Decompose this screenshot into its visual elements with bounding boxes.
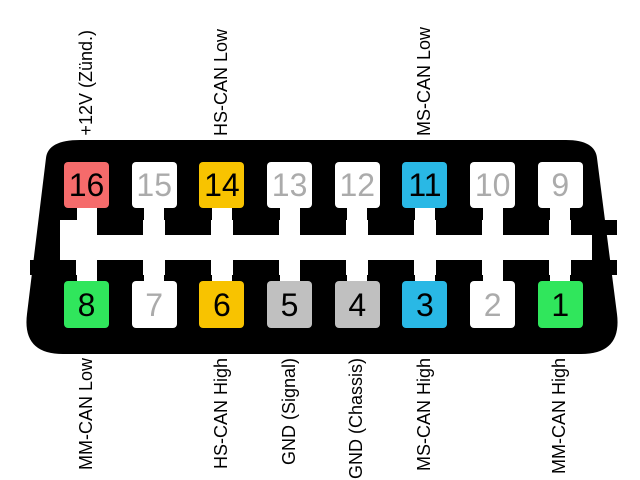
pin-label-5: GND (Signal) [278,358,300,466]
pin-6: 6 [199,281,245,328]
pin-7: 7 [131,281,177,328]
pin-label-3: MS-CAN High [414,358,435,472]
pin-stem-7 [144,273,165,283]
pin-stem-12 [347,206,368,222]
pin-16: 16 [64,162,109,208]
channel-key-tab-top [300,220,347,235]
channel-key-tab-bottom [435,260,482,275]
pin-1: 1 [537,281,583,328]
pin-number: 3 [416,286,434,323]
pin-label-text: MM-CAN Low [75,358,96,471]
pin-label-6: HS-CAN High [210,358,232,470]
pin-4: 4 [334,281,380,328]
pin-number: 5 [280,286,299,323]
pin-number: 11 [408,167,442,203]
pin-label-text: GND (Signal) [278,358,299,466]
pin-label-text: GND (Chassis) [346,358,367,480]
pin-label-text: HS-CAN Low [210,28,231,136]
pin-number: 6 [212,286,231,323]
pin-label-8: MM-CAN Low [75,358,97,471]
pin-9: 9 [537,162,583,208]
pin-label-16: +12V (Zünd.) [75,30,97,136]
pin-label-4: GND (Chassis) [346,358,367,480]
pin-12: 12 [334,162,380,208]
channel-key-tab-bottom [29,260,76,275]
pin-stem-15 [144,206,165,222]
pin-number: 9 [551,167,570,203]
pin-label-11: MS-CAN Low [414,26,435,136]
pin-number: 10 [474,167,511,203]
pin-15: 15 [131,162,177,208]
pin-stem-4 [347,273,368,283]
pin-number: 14 [204,167,240,203]
channel-key-tab-top [368,220,415,235]
channel-key-tab-bottom [232,260,279,275]
pin-label-text: MS-CAN Low [414,26,435,136]
pin-10: 10 [470,162,516,208]
pin-number: 4 [348,286,367,323]
channel-key-tab-top [232,220,279,235]
channel-key-tab-top [435,220,482,235]
pin-stem-3 [414,273,435,283]
pin-8: 8 [64,281,109,328]
pin-label-text: MM-CAN High [549,358,570,475]
channel-key-tab-top [165,220,212,235]
pin-stem-13 [279,206,300,222]
pin-2: 2 [470,281,516,328]
pin-label-1: MM-CAN High [549,358,570,475]
channel-key-tab-top [571,220,618,235]
pin-number: 2 [483,286,502,323]
pin-stem-1 [550,273,571,283]
pin-stem-2 [482,273,503,283]
pin-number: 15 [136,167,172,203]
channel-key-tab-bottom [368,260,415,275]
pin-label-text: HS-CAN High [210,358,231,470]
pin-stem-9 [550,206,571,222]
pin-stem-11 [414,206,435,222]
channel-key-tab-bottom [97,260,144,275]
pin-11: 11 [402,162,448,208]
pin-stem-5 [279,273,300,283]
pin-13: 13 [267,162,313,208]
channel-key-tab-bottom [165,260,212,275]
channel-key-tab-bottom [300,260,347,275]
pin-number: 12 [339,167,376,203]
pin-number: 13 [271,167,308,203]
pin-stem-8 [76,273,97,283]
pin-number: 8 [77,286,96,323]
channel-key-tab-bottom [503,260,550,275]
pin-stem-14 [211,206,232,222]
pin-label-text: MS-CAN High [414,358,435,472]
channel-key-tab-bottom [571,260,618,275]
pin-label-text: +12V (Zünd.) [75,30,96,136]
pin-5: 5 [267,281,313,328]
pin-3: 3 [402,281,448,328]
pin-stem-6 [211,273,232,283]
pin-label-14: HS-CAN Low [210,28,232,136]
pin-stem-10 [482,206,503,222]
pin-number: 16 [68,167,105,203]
pin-stem-16 [76,206,97,222]
pin-number: 7 [145,286,164,323]
pin-14: 14 [199,162,245,208]
channel-key-tab-top [503,220,550,235]
channel-key-tab-top [97,220,144,235]
pin-number: 1 [551,286,570,323]
